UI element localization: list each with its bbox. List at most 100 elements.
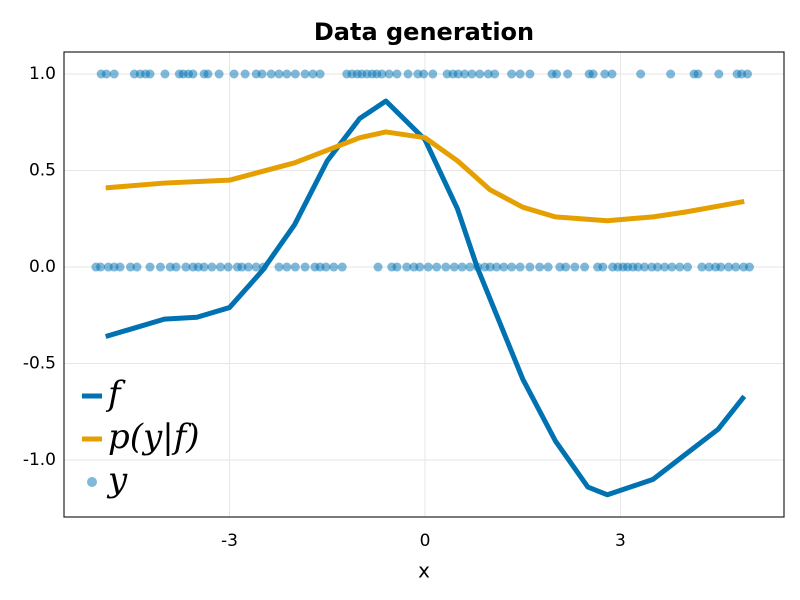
scatter-point <box>266 69 276 79</box>
scatter-point <box>282 262 292 272</box>
scatter-point <box>392 262 402 272</box>
scatter-point <box>115 262 125 272</box>
scatter-point <box>693 69 703 79</box>
scatter-point <box>199 262 209 272</box>
scatter-point <box>188 69 198 79</box>
scatter-point <box>743 69 753 79</box>
y-tick-label: 0.5 <box>29 161 56 181</box>
scatter-point <box>704 262 714 272</box>
plot-frame <box>63 51 785 518</box>
scatter-point <box>215 262 225 272</box>
scatter-point <box>377 69 387 79</box>
scatter-point <box>258 262 268 272</box>
scatter-point <box>475 69 485 79</box>
y-tick-label: -0.5 <box>23 354 56 374</box>
scatter-point <box>499 262 509 272</box>
scatter-point <box>570 262 580 272</box>
scatter-point <box>543 262 553 272</box>
scatter-point <box>415 262 425 272</box>
scatter-point <box>223 262 233 272</box>
scatter-point <box>403 69 413 79</box>
scatter-point <box>460 69 470 79</box>
scatter-point <box>101 69 111 79</box>
scatter-point <box>600 69 610 79</box>
scatter-point <box>95 262 105 272</box>
scatter-point <box>515 262 525 272</box>
scatter-point <box>214 69 224 79</box>
scatter-point <box>240 69 250 79</box>
scatter-point <box>315 69 325 79</box>
scatter-point <box>607 69 617 79</box>
line <box>105 129 745 224</box>
x-tick-label: -3 <box>221 531 238 551</box>
scatter-point <box>552 69 562 79</box>
scatter-point <box>229 69 239 79</box>
scatter-point <box>490 69 500 79</box>
scatter-point <box>507 262 517 272</box>
scatter-point <box>308 69 318 79</box>
scatter-point <box>515 69 525 79</box>
x-tick-label: 3 <box>615 531 626 551</box>
scatter-point <box>714 69 724 79</box>
scatter-point <box>731 262 741 272</box>
scatter-point <box>274 262 284 272</box>
scatter-point <box>274 69 284 79</box>
scatter-point <box>373 262 383 272</box>
scatter-point <box>155 262 165 272</box>
scatter-point <box>203 69 213 79</box>
scatter-point <box>453 69 463 79</box>
scatter-point <box>160 69 170 79</box>
scatter-point <box>683 262 693 272</box>
scatter-point <box>653 262 663 272</box>
scatter-point <box>145 69 155 79</box>
scatter-point <box>125 262 135 272</box>
scatter-point <box>419 69 429 79</box>
scatter-point <box>467 69 477 79</box>
scatter-point <box>337 262 347 272</box>
scatter-point <box>181 262 191 272</box>
scatter-point <box>207 262 217 272</box>
scatter-point <box>290 69 300 79</box>
scatter-point <box>441 262 451 272</box>
scatter-point <box>666 69 676 79</box>
scatter-point <box>633 262 643 272</box>
scatter-point <box>145 262 155 272</box>
x-tick-label: 0 <box>420 531 431 551</box>
legend-label: f <box>105 374 126 414</box>
scatter-point <box>257 69 267 79</box>
scatter-point <box>457 262 467 272</box>
scatter-point <box>675 262 685 272</box>
scatter-point <box>598 262 608 272</box>
scatter-point <box>483 69 493 79</box>
scatter-point <box>282 69 292 79</box>
scatter-point <box>492 262 502 272</box>
scatter-point <box>392 69 402 79</box>
chart-title: Data generation <box>314 18 534 46</box>
scatter-point <box>507 69 517 79</box>
y-tick-label: 0.0 <box>29 257 56 277</box>
scatter-point <box>423 262 433 272</box>
scatter-point <box>329 262 339 272</box>
scatter-point <box>667 262 677 272</box>
y-tick-label: -1.0 <box>23 450 56 470</box>
scatter-point <box>716 262 726 272</box>
scatter-point <box>563 69 573 79</box>
scatter-point <box>636 69 646 79</box>
legend-marker <box>87 477 97 487</box>
x-axis-label: x <box>418 559 430 583</box>
scatter-point <box>243 262 253 272</box>
scatter-point <box>300 262 310 272</box>
scatter-point <box>237 262 247 272</box>
scatter-point <box>724 262 734 272</box>
scatter-point <box>640 262 650 272</box>
y-tick-label: 1.0 <box>29 64 56 84</box>
scatter-point <box>485 262 495 272</box>
scatter-point <box>660 262 670 272</box>
scatter-point <box>432 262 442 272</box>
scatter-point <box>428 69 438 79</box>
scatter-point <box>132 262 142 272</box>
scatter-point <box>465 262 475 272</box>
scatter-point <box>109 69 119 79</box>
scatter-point <box>580 262 590 272</box>
scatter-point <box>525 69 535 79</box>
